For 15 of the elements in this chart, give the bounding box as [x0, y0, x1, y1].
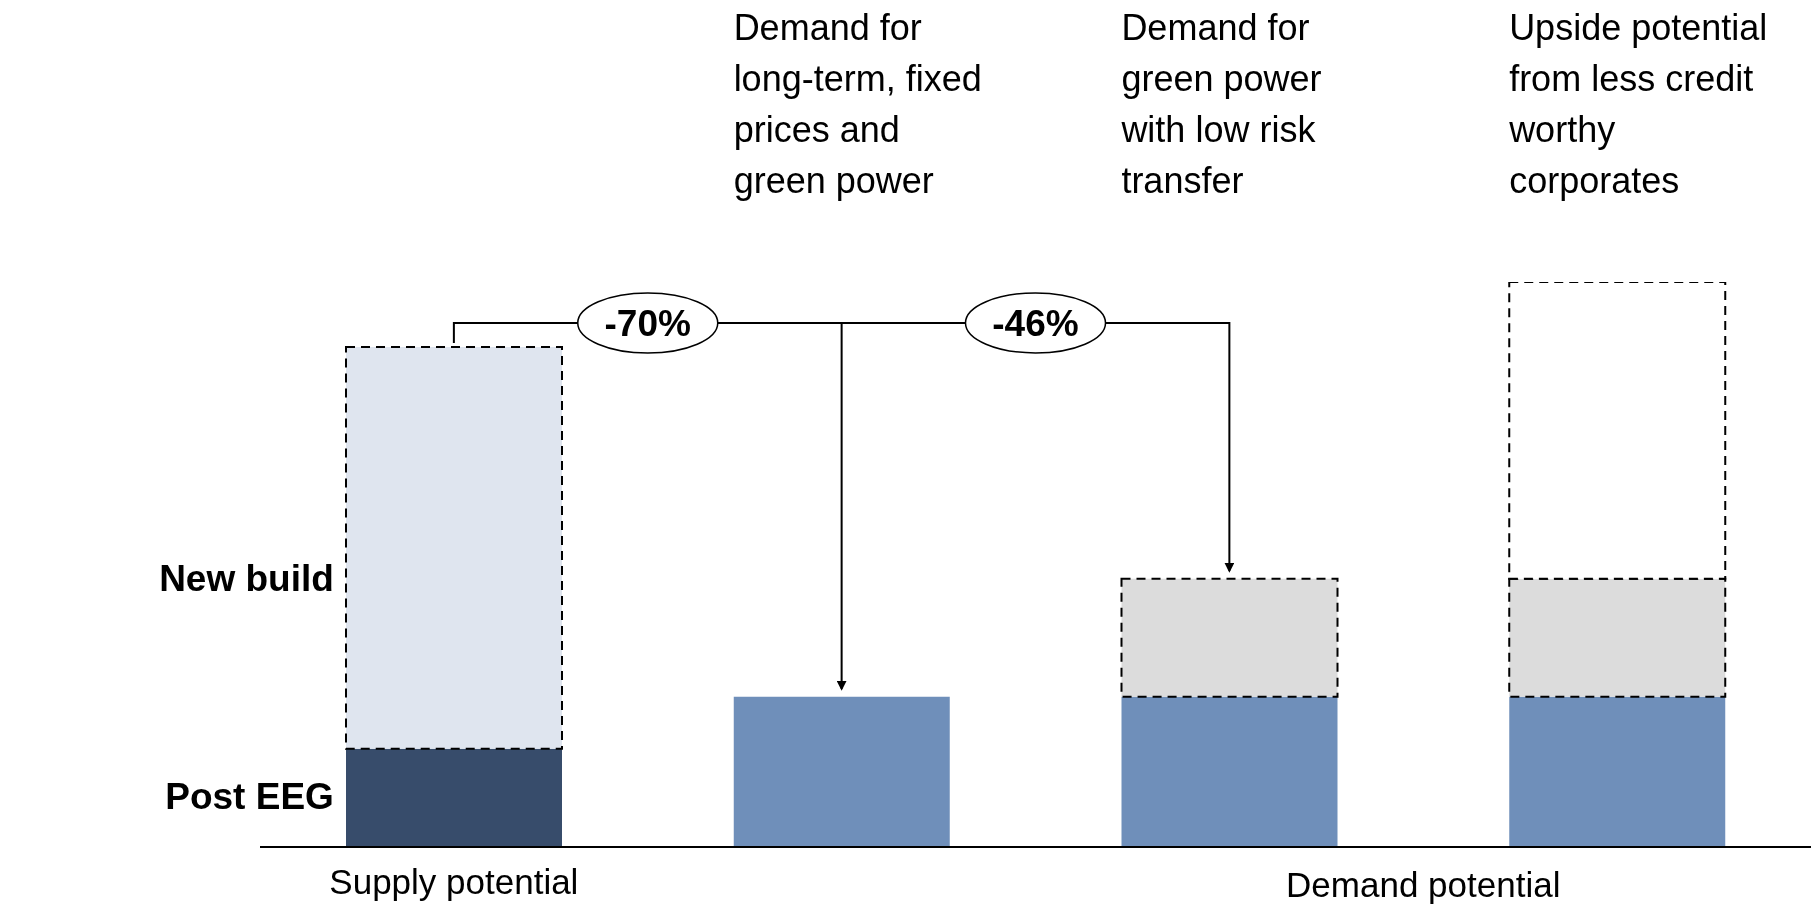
bar	[1121, 696, 1338, 847]
series-label: Post EEG	[165, 775, 334, 818]
annotation: -70%	[604, 302, 691, 344]
series-label: New build	[159, 557, 334, 600]
text: Demand for green power with low risk transfer	[1121, 6, 1323, 203]
text: Demand potential	[1286, 865, 1561, 904]
bar	[733, 696, 950, 847]
bar	[346, 748, 562, 847]
text: Demand for long-term, fixed prices and green power	[733, 6, 983, 203]
bar	[345, 345, 563, 750]
x-tick-label: Supply potential	[329, 861, 579, 901]
bar	[1509, 696, 1726, 847]
bar	[1120, 577, 1339, 698]
annotation: -46%	[992, 302, 1079, 344]
text: Upside potential from less credit worthy corporates	[1509, 6, 1769, 203]
